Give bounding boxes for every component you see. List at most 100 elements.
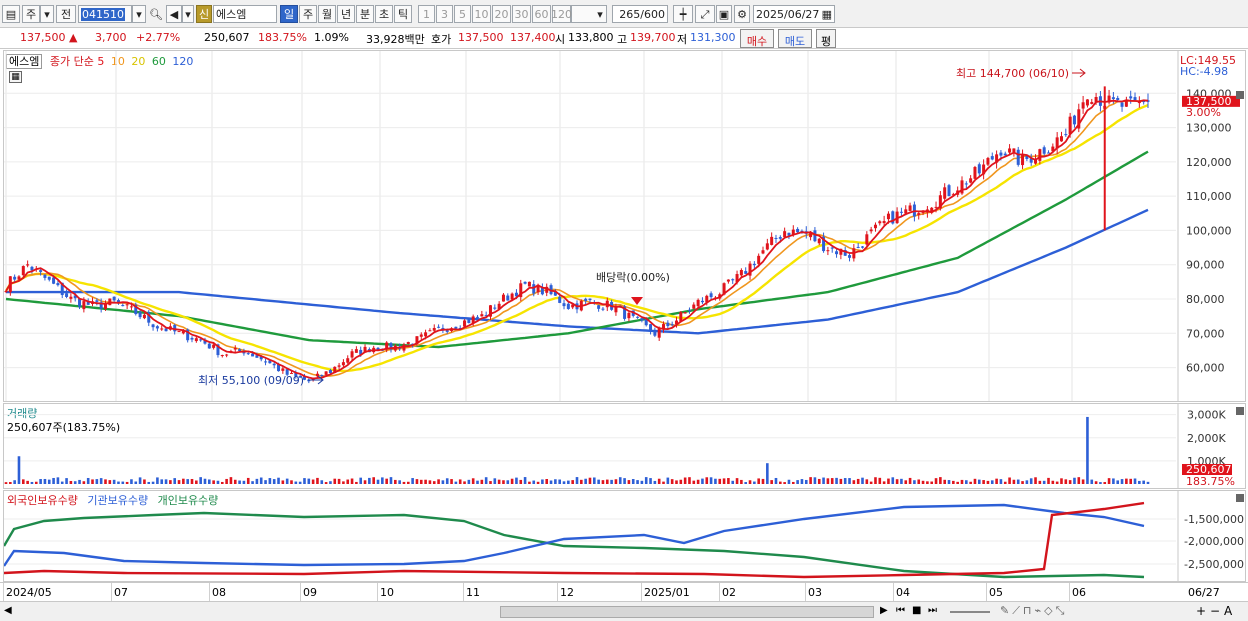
holding-chart[interactable]: -1,500,000 -2,000,000 -2,500,000 [4, 491, 1245, 581]
current-price: 137,500 ▲ [20, 31, 78, 44]
scroll-thumb[interactable] [500, 606, 874, 618]
volume-bar [311, 479, 315, 484]
calendar-icon[interactable]: ▦ [821, 7, 832, 21]
candle-body [861, 246, 864, 248]
candle-body [424, 332, 428, 337]
period-tab-2[interactable]: 월 [318, 5, 336, 23]
window-menu-icon[interactable]: ▤ [2, 5, 20, 23]
speaker-dropdown-icon[interactable]: ▾ [182, 5, 194, 23]
candle-body [809, 233, 813, 238]
candle-body [765, 243, 769, 250]
zoom-slider[interactable] [950, 611, 990, 613]
prefix-toggle[interactable]: 전 [56, 5, 76, 23]
individual-holding-line [4, 511, 1145, 579]
save-icon[interactable]: ▣ [716, 5, 732, 23]
ma5-label[interactable]: 5 [97, 55, 105, 68]
volume-bar [631, 479, 635, 484]
candle-body [930, 207, 934, 213]
candle-body [748, 263, 752, 276]
candle-body [1068, 116, 1072, 134]
stop-icon[interactable]: ■ [912, 605, 922, 616]
period-tab-1[interactable]: 주 [299, 5, 317, 23]
period-tab-0[interactable]: 일 [280, 5, 298, 23]
volume-bar [320, 480, 324, 484]
scroll-right-icon[interactable]: ▶ [880, 605, 888, 616]
zoom-in-icon[interactable]: + [1196, 604, 1207, 618]
ma-label[interactable]: 종가 단순 [49, 55, 94, 68]
candle-body [865, 234, 869, 245]
price-pane[interactable] [3, 50, 1246, 402]
market-select[interactable]: 주 [22, 5, 40, 23]
text-size-icon[interactable]: A [1224, 604, 1233, 618]
volume-bar [705, 477, 709, 484]
drawing-tools-icon[interactable]: ✎⟋⊓⌁◇⤡ [1000, 604, 1068, 617]
candle-body [47, 276, 51, 280]
volume-bar [917, 479, 921, 484]
holding-pane[interactable] [3, 490, 1246, 582]
candle-body [199, 339, 203, 341]
interval-button-60[interactable]: 60 [532, 5, 551, 23]
interval-button-1[interactable]: 1 [418, 5, 435, 23]
candle-body [1055, 137, 1059, 149]
interval-button-5[interactable]: 5 [454, 5, 471, 23]
search-icon[interactable]: 🔍︎ [149, 7, 163, 21]
institution-holding-label[interactable]: 기관보유수량 [87, 494, 149, 507]
volume-pane[interactable] [3, 403, 1246, 489]
candle-body [147, 312, 151, 323]
interval-button-3[interactable]: 3 [436, 5, 453, 23]
volume-bar [597, 479, 600, 484]
ma10-label[interactable]: 10 [110, 55, 125, 68]
individual-holding-label[interactable]: 개인보유수량 [157, 494, 219, 507]
foreign-holding-label[interactable]: 외국인보유수량 [7, 494, 78, 507]
jump-start-icon[interactable]: ⏮ [896, 605, 905, 616]
evaluate-button[interactable]: 평 [816, 29, 836, 48]
x-axis-label: 2025/01 [644, 586, 690, 599]
sell-button[interactable]: 매도 [778, 29, 812, 48]
candle-body [82, 301, 86, 310]
ma60-label[interactable]: 60 [151, 55, 166, 68]
candle-body [951, 194, 955, 196]
buy-button[interactable]: 매수 [740, 29, 774, 48]
chart-table-icon[interactable]: ▦ [9, 71, 22, 83]
chart-scrollbar[interactable]: ◀ ▶ ⏮ ■ ⏭ ✎⟋⊓⌁◇⤡ + − A [0, 601, 1248, 621]
interval-button-30[interactable]: 30 [512, 5, 531, 23]
period-tab-4[interactable]: 분 [356, 5, 374, 23]
stock-name-field[interactable]: 에스엠 [213, 5, 277, 23]
volume-bar [1047, 477, 1050, 484]
period-tab-5[interactable]: 초 [375, 5, 393, 23]
scroll-left-icon[interactable]: ◀ [4, 605, 12, 616]
market-dropdown-icon[interactable]: ▾ [40, 5, 54, 23]
settings-gear-icon[interactable]: ⚙ [734, 5, 750, 23]
data-count-field[interactable]: 265/600 [612, 5, 668, 23]
stock-code-input[interactable]: 041510 [78, 5, 132, 23]
candle-body [121, 305, 125, 307]
volume-bar [398, 480, 401, 484]
interval-input[interactable]: ▾ [571, 5, 607, 23]
date-picker[interactable]: 2025/06/27 ▦ [753, 5, 835, 23]
speaker-icon[interactable]: ◀ [166, 5, 182, 23]
volume-bar [731, 480, 735, 484]
ma20-label[interactable]: 20 [131, 55, 146, 68]
ma120-label[interactable]: 120 [172, 55, 194, 68]
indicator-icon[interactable]: ⤢ [695, 5, 715, 23]
volume-legend-title[interactable]: 거래량 [7, 407, 38, 420]
candle-type-icon[interactable]: ┿ [673, 5, 693, 23]
price-chart[interactable]: 140,000130,000120,000110,000100,00090,00… [4, 51, 1245, 401]
interval-button-10[interactable]: 10 [472, 5, 491, 23]
jump-end-icon[interactable]: ⏭ [928, 605, 937, 616]
volume-bar [1086, 416, 1089, 484]
candle-body [1146, 100, 1150, 102]
candle-body [882, 221, 886, 224]
chart-stock-name[interactable]: 에스엠 [6, 54, 43, 69]
candle-body [670, 324, 674, 326]
period-tab-3[interactable]: 년 [337, 5, 355, 23]
zoom-out-icon[interactable]: − [1210, 604, 1221, 618]
volume-bar [1129, 478, 1132, 484]
code-dropdown-icon[interactable]: ▾ [132, 5, 146, 23]
interval-button-120[interactable]: 120 [551, 5, 572, 23]
interval-button-20[interactable]: 20 [492, 5, 511, 23]
period-tab-6[interactable]: 틱 [394, 5, 412, 23]
volume-bar [203, 478, 207, 484]
volume-bar [683, 477, 687, 484]
